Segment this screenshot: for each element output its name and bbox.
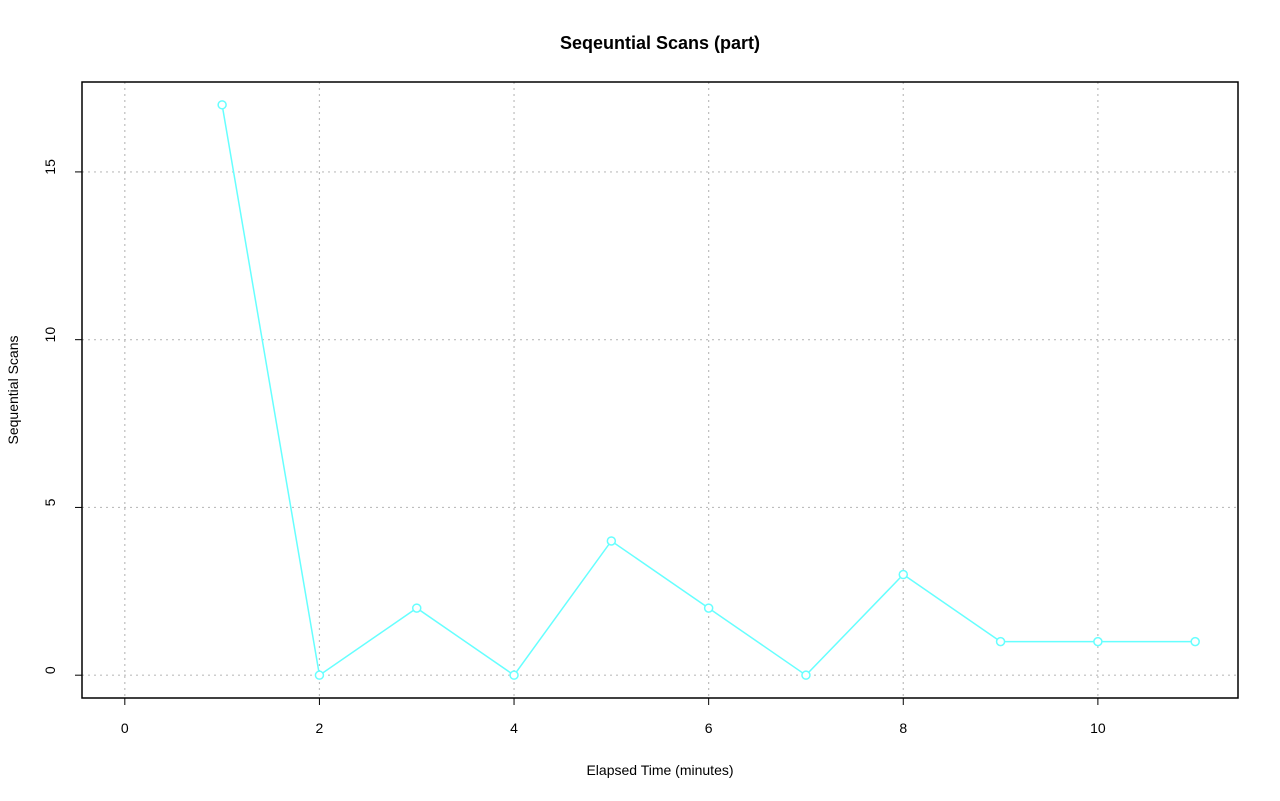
data-point [509,670,519,680]
y-tick-label: 0 [42,666,58,674]
x-tick-label: 10 [1090,720,1106,736]
x-axis-label: Elapsed Time (minutes) [586,762,733,778]
data-point [314,670,325,680]
data-point [703,603,714,613]
x-tick-label: 0 [121,720,129,736]
data-point [995,636,1006,647]
data-point [898,569,909,580]
data-point [1093,636,1103,647]
data-point [606,536,617,546]
data-point [1190,636,1200,647]
data-point [411,603,422,613]
y-tick-label: 15 [42,159,58,175]
plot-frame [81,81,1239,699]
data-point [217,100,227,110]
y-axis-label: Sequential Scans [5,336,21,445]
y-tick-label: 5 [42,498,58,506]
x-tick-label: 2 [316,720,324,736]
x-tick-label: 4 [510,720,518,736]
y-tick-label: 10 [42,327,58,343]
data-point [801,670,811,680]
x-tick-label: 8 [899,720,907,736]
chart-title: Seqeuntial Scans (part) [560,33,760,53]
x-tick-label: 6 [705,720,713,736]
